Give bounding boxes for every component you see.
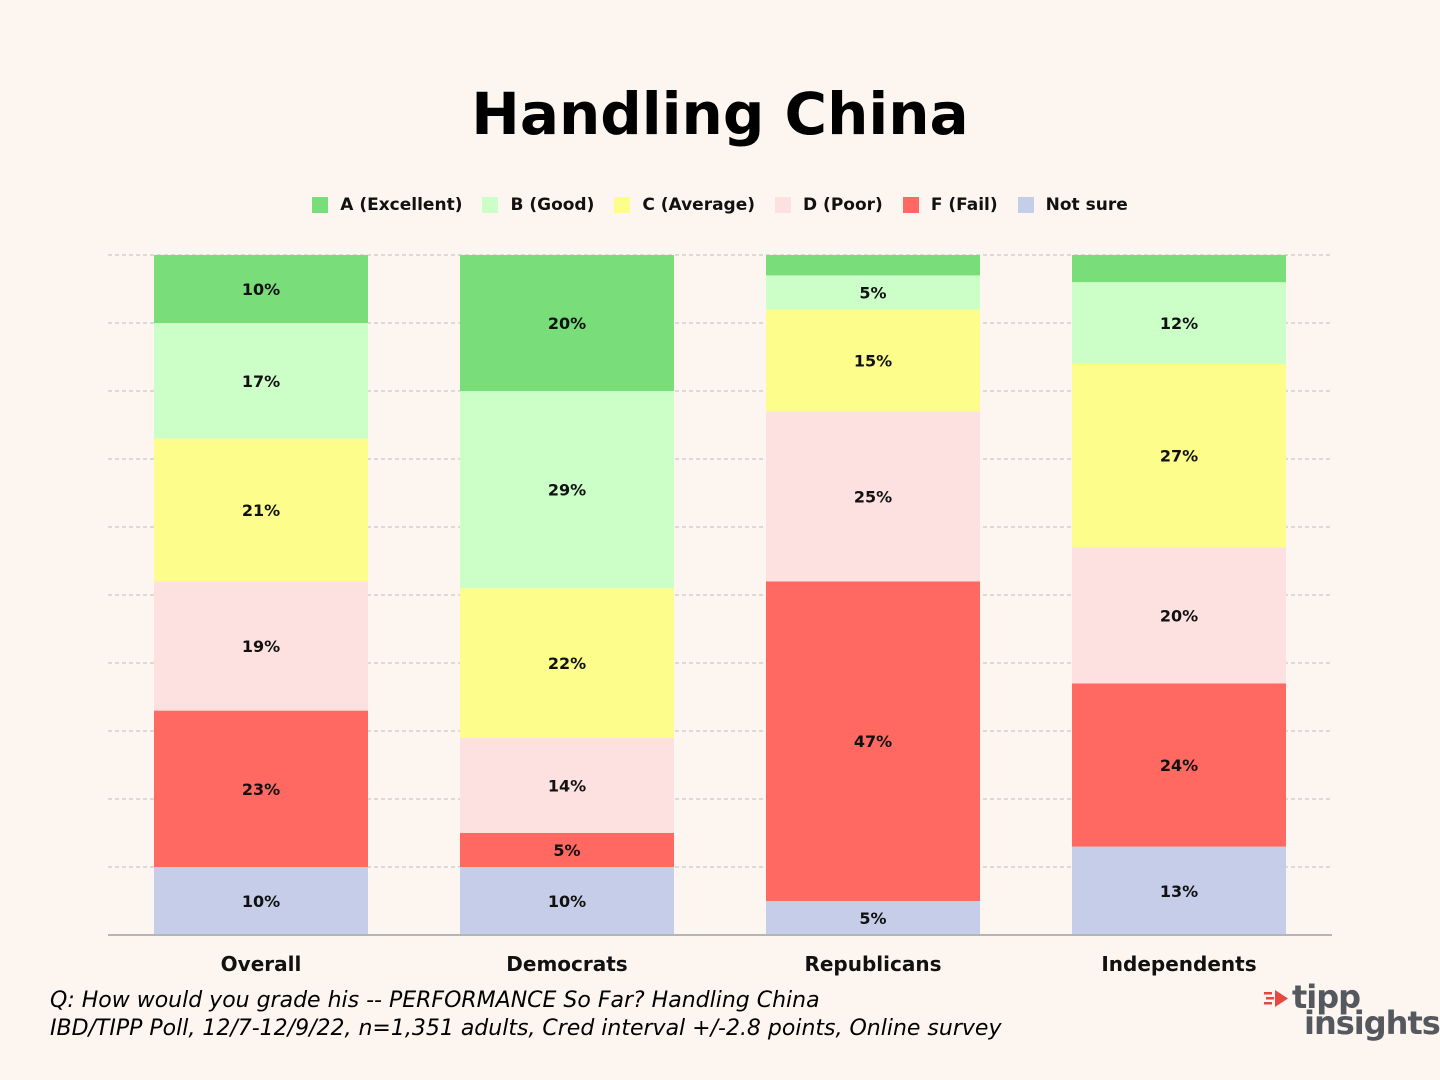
bar-segment [154,438,368,582]
legend-item: D (Poor) [775,195,883,215]
data-label: 14% [548,776,586,795]
chart-title: Handling China [471,80,969,148]
data-label: 22% [548,654,586,673]
logo-arrow-icon [1264,990,1288,1007]
legend: A (Excellent) B (Good) C (Average) D (Poor)… [0,195,1440,215]
bar-segment [1072,547,1286,684]
bar-segment [460,391,674,589]
legend-swatch [1017,197,1034,213]
legend-item: Not sure [1017,195,1128,215]
data-label: 17% [242,372,280,391]
bar-segment [1072,683,1286,847]
data-label: 13% [1160,882,1198,901]
footnote-poll-info: IBD/TIPP Poll, 12/7-12/9/22, n=1,351 adu… [50,1016,1002,1041]
legend-item: F (Fail) [902,195,998,215]
x-tick-label: Independents [1101,952,1256,976]
bar-segment [154,255,368,323]
data-label: 5% [859,909,886,928]
logo-word-tipp: tipp [1292,978,1361,1016]
legend-label: C (Average) [642,195,756,215]
bar-segment [154,323,368,439]
data-label: 27% [1160,447,1198,466]
legend-label: A (Excellent) [340,195,463,215]
tipp-insights-logo: tipp insights [1258,978,1440,1042]
x-tick-label: Democrats [506,952,627,976]
logo-word-insights: insights [1304,1004,1440,1042]
bar-segment [766,581,980,901]
legend-swatch [312,197,329,213]
data-label: 23% [242,780,280,799]
data-label: 15% [854,351,892,370]
bar-segment [460,833,674,867]
legend-item: C (Average) [614,195,755,215]
legend-item: B (Good) [482,195,594,215]
bar-segment [1072,282,1286,364]
bar-segment [154,710,368,867]
bar-segment [766,411,980,582]
bar-segment [460,588,674,738]
legend-swatch [775,197,792,213]
legend-item: A (Excellent) [312,195,462,215]
bar-segment [1072,255,1286,283]
bar-segment [460,737,674,833]
data-label: 25% [854,487,892,506]
bar-segment [154,581,368,711]
data-label: 19% [242,637,280,656]
legend-label: D (Poor) [803,195,883,215]
data-label: 20% [1160,606,1198,625]
legend-swatch [902,197,919,213]
data-label: 20% [548,314,586,333]
legend-label: B (Good) [510,195,595,215]
legend-swatch [614,197,631,213]
data-label: 5% [553,841,580,860]
bar-segment [766,309,980,412]
data-label: 10% [242,892,280,911]
legend-swatch [482,197,499,213]
bar-segment [154,867,368,935]
legend-label: Not sure [1045,195,1128,215]
x-tick-label: Overall [221,952,302,976]
data-label: 29% [548,481,586,500]
data-label: 5% [859,283,886,302]
bar-segment [1072,363,1286,548]
data-label: 47% [854,732,892,751]
data-label: 24% [1160,756,1198,775]
data-label: 12% [1160,314,1198,333]
data-label: 10% [242,280,280,299]
bar-segment [460,255,674,391]
bar-segment [766,275,980,310]
footnote-question: Q: How would you grade his -- PERFORMANC… [50,988,820,1013]
bar-segment [766,255,980,276]
legend-label: F (Fail) [930,195,998,215]
x-tick-label: Republicans [804,952,941,976]
bar-segment [1072,846,1286,935]
data-label: 10% [548,892,586,911]
bar-segment [460,867,674,935]
data-label: 21% [242,501,280,520]
bar-segment [766,901,980,935]
